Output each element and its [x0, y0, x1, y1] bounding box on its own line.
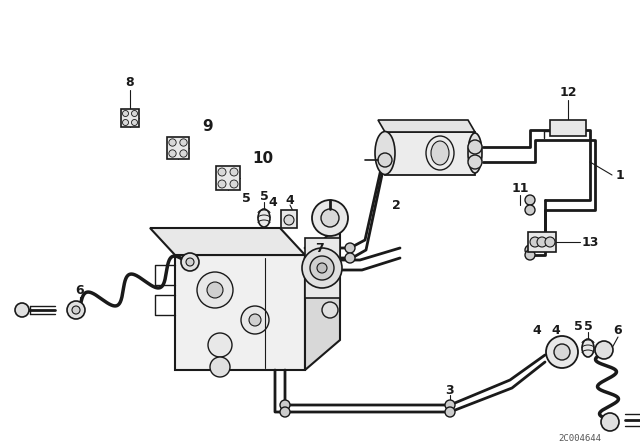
Text: 7: 7 [316, 241, 324, 254]
Text: 2C004644: 2C004644 [559, 434, 602, 443]
Polygon shape [385, 132, 475, 175]
Text: 4: 4 [552, 323, 561, 336]
Circle shape [445, 400, 455, 410]
Circle shape [468, 155, 482, 169]
Circle shape [445, 407, 455, 417]
Circle shape [180, 150, 187, 157]
Circle shape [218, 180, 226, 188]
Text: 3: 3 [445, 383, 454, 396]
Polygon shape [175, 255, 305, 370]
Circle shape [280, 407, 290, 417]
Circle shape [525, 245, 535, 255]
Text: 5: 5 [584, 319, 593, 332]
Circle shape [67, 301, 85, 319]
Circle shape [169, 150, 176, 157]
Bar [550, 120, 586, 136]
Polygon shape [305, 225, 340, 370]
Circle shape [310, 256, 334, 280]
Text: 4: 4 [285, 194, 294, 207]
Circle shape [537, 237, 547, 247]
Ellipse shape [258, 209, 270, 227]
Circle shape [207, 282, 223, 298]
Bar [528, 232, 556, 252]
Text: 2: 2 [392, 198, 401, 211]
Text: 9: 9 [203, 119, 213, 134]
Circle shape [280, 400, 290, 410]
Text: 5: 5 [260, 190, 268, 202]
Circle shape [72, 306, 80, 314]
Circle shape [210, 357, 230, 377]
Circle shape [345, 243, 355, 253]
Circle shape [525, 205, 535, 215]
Text: 5: 5 [573, 319, 582, 332]
Text: 13: 13 [581, 236, 598, 249]
Circle shape [302, 248, 342, 288]
Bar [121, 109, 139, 127]
Circle shape [530, 237, 540, 247]
Text: 10: 10 [252, 151, 273, 165]
Circle shape [554, 344, 570, 360]
Circle shape [230, 180, 238, 188]
Text: 1: 1 [616, 168, 625, 181]
Circle shape [218, 168, 226, 176]
Text: 12: 12 [559, 86, 577, 99]
Circle shape [525, 195, 535, 205]
Circle shape [241, 306, 269, 334]
Text: 11: 11 [511, 181, 529, 194]
Ellipse shape [582, 339, 594, 357]
Circle shape [317, 263, 327, 273]
Bar [167, 137, 189, 159]
Circle shape [595, 341, 613, 359]
Circle shape [169, 139, 176, 146]
Circle shape [345, 253, 355, 263]
Circle shape [378, 153, 392, 167]
Circle shape [322, 302, 338, 318]
Text: 4: 4 [532, 323, 541, 336]
Polygon shape [378, 120, 475, 132]
Circle shape [131, 120, 138, 125]
Circle shape [525, 250, 535, 260]
Circle shape [312, 200, 348, 236]
Circle shape [546, 336, 578, 368]
Circle shape [321, 209, 339, 227]
Ellipse shape [431, 141, 449, 165]
Circle shape [208, 333, 232, 357]
Circle shape [249, 314, 261, 326]
Circle shape [601, 413, 619, 431]
Bar [216, 166, 240, 190]
Circle shape [122, 120, 129, 125]
Text: 6: 6 [76, 284, 84, 297]
Bar [305, 238, 340, 298]
Text: 4: 4 [269, 195, 277, 208]
Circle shape [545, 237, 555, 247]
Circle shape [230, 168, 238, 176]
Circle shape [122, 111, 129, 116]
Circle shape [284, 215, 294, 225]
Circle shape [197, 272, 233, 308]
Circle shape [181, 253, 199, 271]
Ellipse shape [375, 132, 395, 175]
Circle shape [186, 258, 194, 266]
Text: 5: 5 [242, 191, 250, 204]
Ellipse shape [468, 133, 482, 173]
Bar [281, 210, 297, 228]
Circle shape [15, 303, 29, 317]
Circle shape [131, 111, 138, 116]
Circle shape [180, 139, 187, 146]
Circle shape [468, 140, 482, 154]
Text: 6: 6 [614, 323, 622, 336]
Polygon shape [150, 228, 305, 255]
Text: 8: 8 [125, 76, 134, 89]
